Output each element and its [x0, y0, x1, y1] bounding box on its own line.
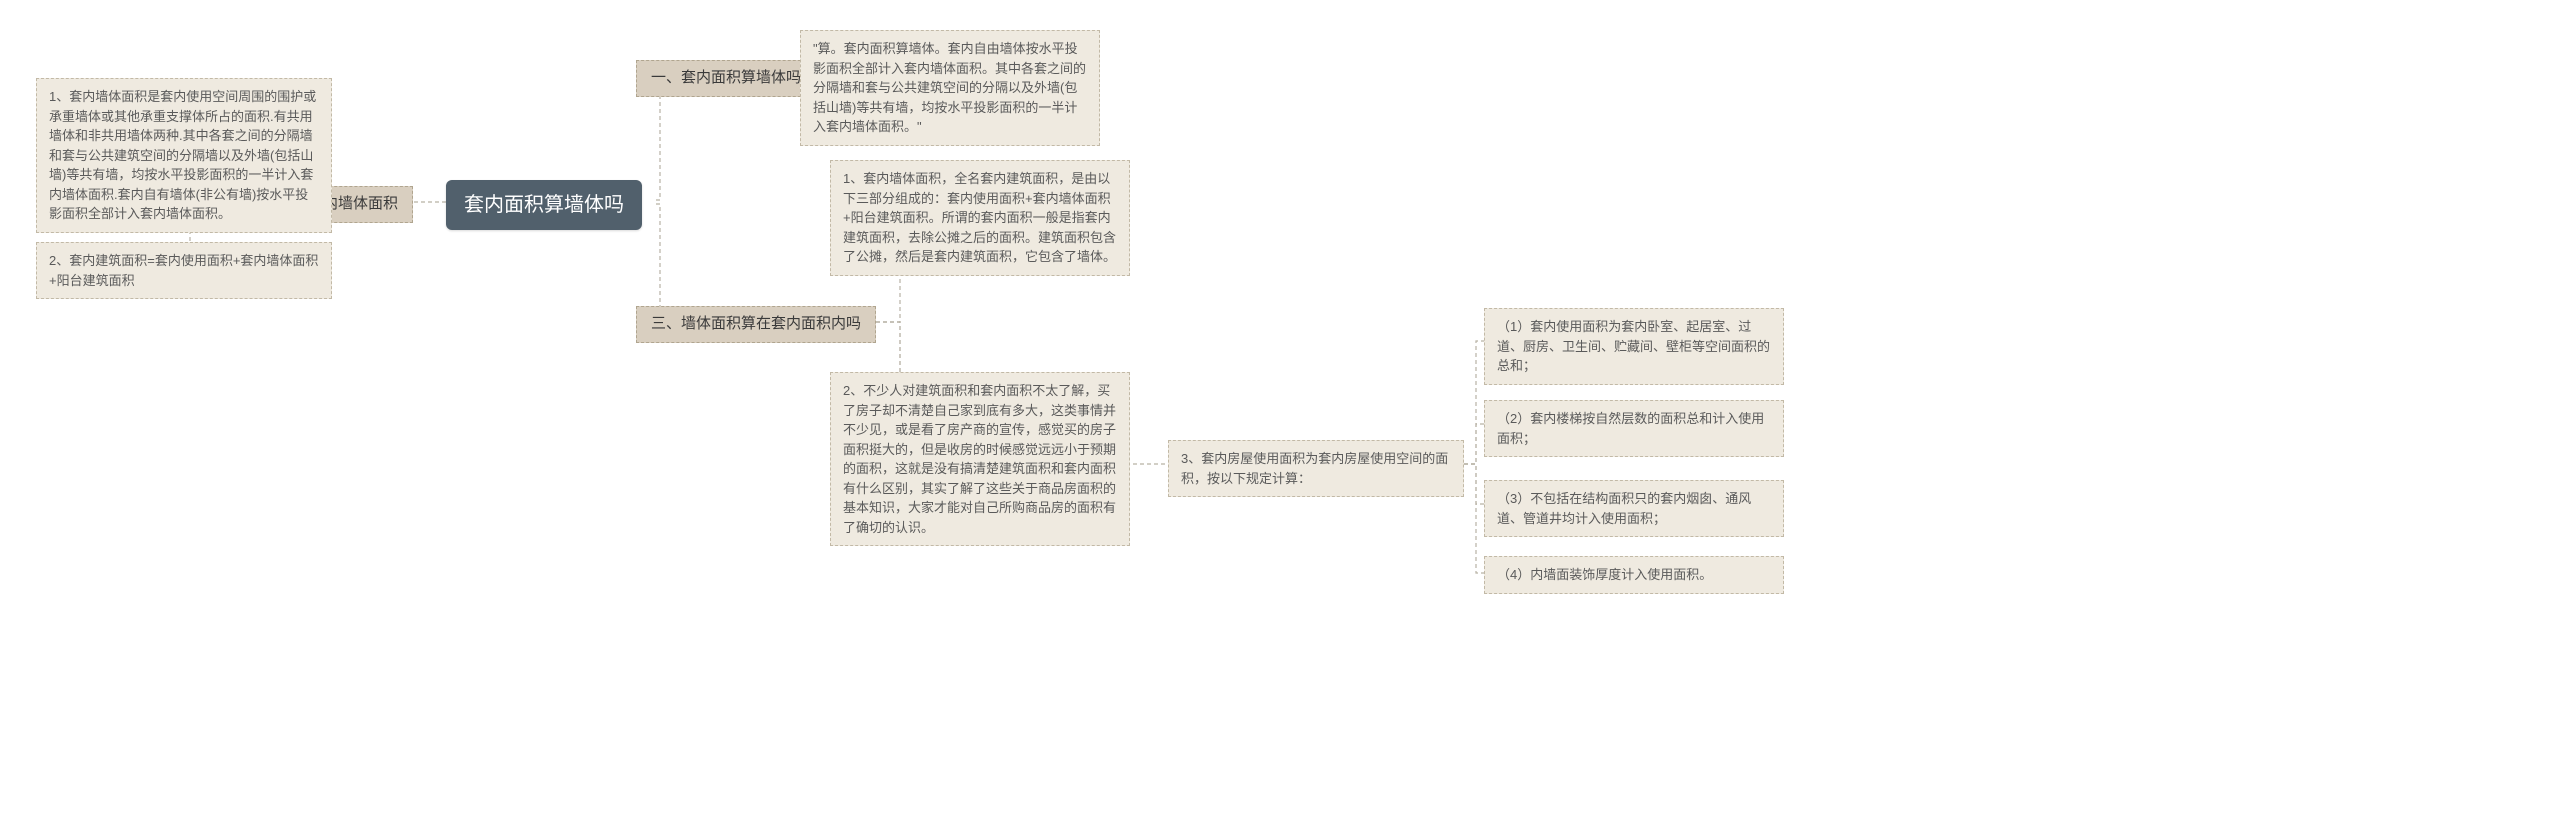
leaf-3c4[interactable]: （4）内墙面装饰厚度计入使用面积。	[1484, 556, 1784, 594]
topic-3[interactable]: 三、墙体面积算在套内面积内吗	[636, 306, 876, 343]
mindmap-canvas: 套内面积算墙体吗 一、套内面积算墙体吗 二、什么是套内墙体面积 三、墙体面积算在…	[0, 0, 2560, 827]
leaf-1[interactable]: "算。套内面积算墙体。套内自由墙体按水平投影面积全部计入套内墙体面积。其中各套之…	[800, 30, 1100, 146]
leaf-3c[interactable]: 3、套内房屋使用面积为套内房屋使用空间的面积，按以下规定计算：	[1168, 440, 1464, 497]
connectors-layer	[0, 0, 2560, 827]
leaf-3b[interactable]: 2、不少人对建筑面积和套内面积不太了解，买了房子却不清楚自己家到底有多大，这类事…	[830, 372, 1130, 546]
leaf-3c1[interactable]: （1）套内使用面积为套内卧室、起居室、过道、厨房、卫生间、贮藏间、壁柜等空间面积…	[1484, 308, 1784, 385]
leaf-2b[interactable]: 2、套内建筑面积=套内使用面积+套内墙体面积+阳台建筑面积	[36, 242, 332, 299]
root-node[interactable]: 套内面积算墙体吗	[446, 180, 642, 230]
leaf-3c3[interactable]: （3）不包括在结构面积只的套内烟囱、通风道、管道井均计入使用面积；	[1484, 480, 1784, 537]
leaf-3c2[interactable]: （2）套内楼梯按自然层数的面积总和计入使用面积；	[1484, 400, 1784, 457]
leaf-2a[interactable]: 1、套内墙体面积是套内使用空间周围的围护或承重墙体或其他承重支撑体所占的面积.有…	[36, 78, 332, 233]
topic-1[interactable]: 一、套内面积算墙体吗	[636, 60, 816, 97]
leaf-3a[interactable]: 1、套内墙体面积，全名套内建筑面积，是由以下三部分组成的：套内使用面积+套内墙体…	[830, 160, 1130, 276]
